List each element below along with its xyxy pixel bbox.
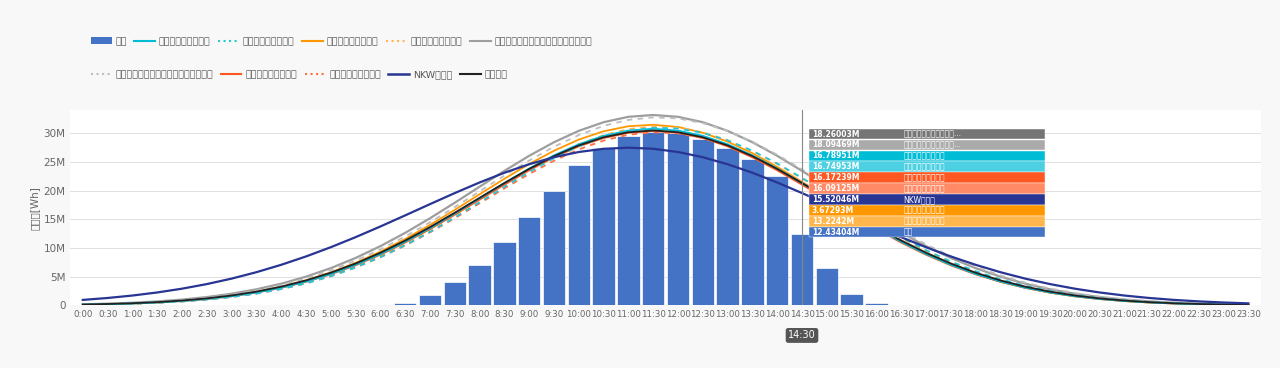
Bar bbox=[717, 148, 739, 305]
Bar bbox=[667, 133, 689, 305]
Bar bbox=[567, 165, 590, 305]
Bar bbox=[791, 234, 813, 305]
Bar bbox=[394, 302, 416, 305]
Bar bbox=[444, 283, 466, 305]
Bar bbox=[691, 139, 714, 305]
Bar bbox=[809, 172, 1044, 183]
Text: 12.43404M: 12.43404M bbox=[812, 228, 859, 237]
Text: 類似モデル（当日）: 類似モデル（当日） bbox=[904, 206, 946, 215]
Text: 15.52046M: 15.52046M bbox=[812, 195, 859, 204]
Text: 工学モデル（当日）: 工学モデル（当日） bbox=[904, 162, 946, 171]
Bar bbox=[809, 216, 1044, 227]
Text: 統合モデル（前日）: 統合モデル（前日） bbox=[904, 184, 946, 193]
Bar bbox=[809, 205, 1044, 216]
Text: 類似モデル（前日）: 類似モデル（前日） bbox=[904, 217, 946, 226]
Bar bbox=[741, 159, 764, 305]
Text: 16.78951M: 16.78951M bbox=[812, 151, 859, 160]
Text: 16.09125M: 16.09125M bbox=[812, 184, 859, 193]
Bar bbox=[543, 191, 566, 305]
Bar bbox=[809, 151, 1044, 161]
Text: 18.09469M: 18.09469M bbox=[812, 141, 859, 149]
Bar bbox=[518, 216, 540, 305]
Y-axis label: 発電量[Wh]: 発電量[Wh] bbox=[29, 186, 40, 230]
Bar bbox=[809, 129, 1044, 139]
Text: 16.74953M: 16.74953M bbox=[812, 162, 859, 171]
Bar bbox=[815, 268, 838, 305]
Legend: 工学モデル自動チューニング（前日）, 統合モデル（当日）, 統合モデル（前日）, NKWモデル, 外部予測: 工学モデル自動チューニング（前日）, 統合モデル（当日）, 統合モデル（前日）,… bbox=[87, 66, 511, 83]
Bar bbox=[865, 302, 887, 305]
Text: 工学モデル（前日）: 工学モデル（前日） bbox=[904, 151, 946, 160]
Bar bbox=[809, 183, 1044, 194]
Text: 18.26003M: 18.26003M bbox=[812, 130, 859, 139]
Text: 工学モデル自動チューニ...: 工学モデル自動チューニ... bbox=[904, 141, 961, 149]
Bar bbox=[419, 295, 442, 305]
Bar bbox=[493, 243, 516, 305]
Text: 16.17239M: 16.17239M bbox=[812, 173, 859, 182]
Bar bbox=[593, 148, 614, 305]
Bar bbox=[643, 132, 664, 305]
Bar bbox=[468, 265, 490, 305]
Text: 統合モデル（当日）: 統合モデル（当日） bbox=[904, 173, 946, 182]
Bar bbox=[809, 194, 1044, 205]
Text: 工学モデル自動チューニ...: 工学モデル自動チューニ... bbox=[904, 130, 961, 139]
Bar bbox=[765, 176, 788, 305]
Bar bbox=[841, 294, 863, 305]
Bar bbox=[809, 162, 1044, 172]
Text: 14:30: 14:30 bbox=[788, 330, 815, 340]
Text: 3.67293M: 3.67293M bbox=[812, 206, 854, 215]
Bar bbox=[809, 227, 1044, 237]
Text: 13.2242M: 13.2242M bbox=[812, 217, 854, 226]
Bar bbox=[617, 136, 640, 305]
Text: 実績: 実績 bbox=[904, 228, 913, 237]
Text: NKWモデル: NKWモデル bbox=[904, 195, 936, 204]
Bar bbox=[809, 140, 1044, 150]
